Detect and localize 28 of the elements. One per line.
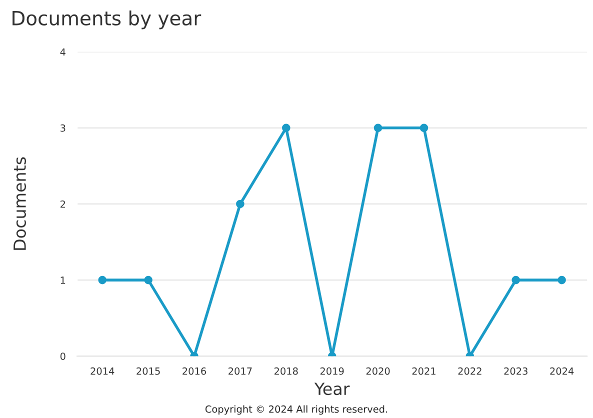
x-tick-label: 2018 (274, 367, 298, 375)
x-tick-label: 2019 (320, 367, 344, 375)
text: Copyright © 2024 All rights reserved. (205, 405, 388, 415)
y-axis-title: Documents (14, 157, 26, 250)
x-tick-label: 2015 (136, 367, 160, 375)
y-tick-label: 2 (60, 200, 66, 208)
point (374, 124, 382, 132)
x-axis-title: Year (314, 382, 350, 396)
x-tick-label: 2017 (228, 367, 252, 375)
x-tick-label: 2016 (182, 367, 206, 375)
y-tick-label: 0 (60, 352, 66, 360)
y-tick-label: 1 (60, 276, 66, 284)
y-tick-label: 4 (60, 48, 66, 56)
x-tick-label: 2021 (412, 367, 436, 375)
x-tick-label: 2014 (90, 367, 114, 375)
point (558, 276, 566, 284)
point (420, 124, 428, 132)
x-tick-label: 2023 (504, 367, 528, 375)
point (144, 276, 152, 284)
point (512, 276, 520, 284)
point (282, 124, 290, 132)
x-tick-label: 2024 (550, 367, 574, 375)
x-tick-label: 2022 (458, 367, 482, 375)
y-tick-label: 3 (60, 124, 66, 132)
x-tick-label: 2020 (366, 367, 390, 375)
point (236, 200, 244, 208)
chart-title: Documents by year (12, 10, 202, 30)
point (98, 276, 107, 284)
